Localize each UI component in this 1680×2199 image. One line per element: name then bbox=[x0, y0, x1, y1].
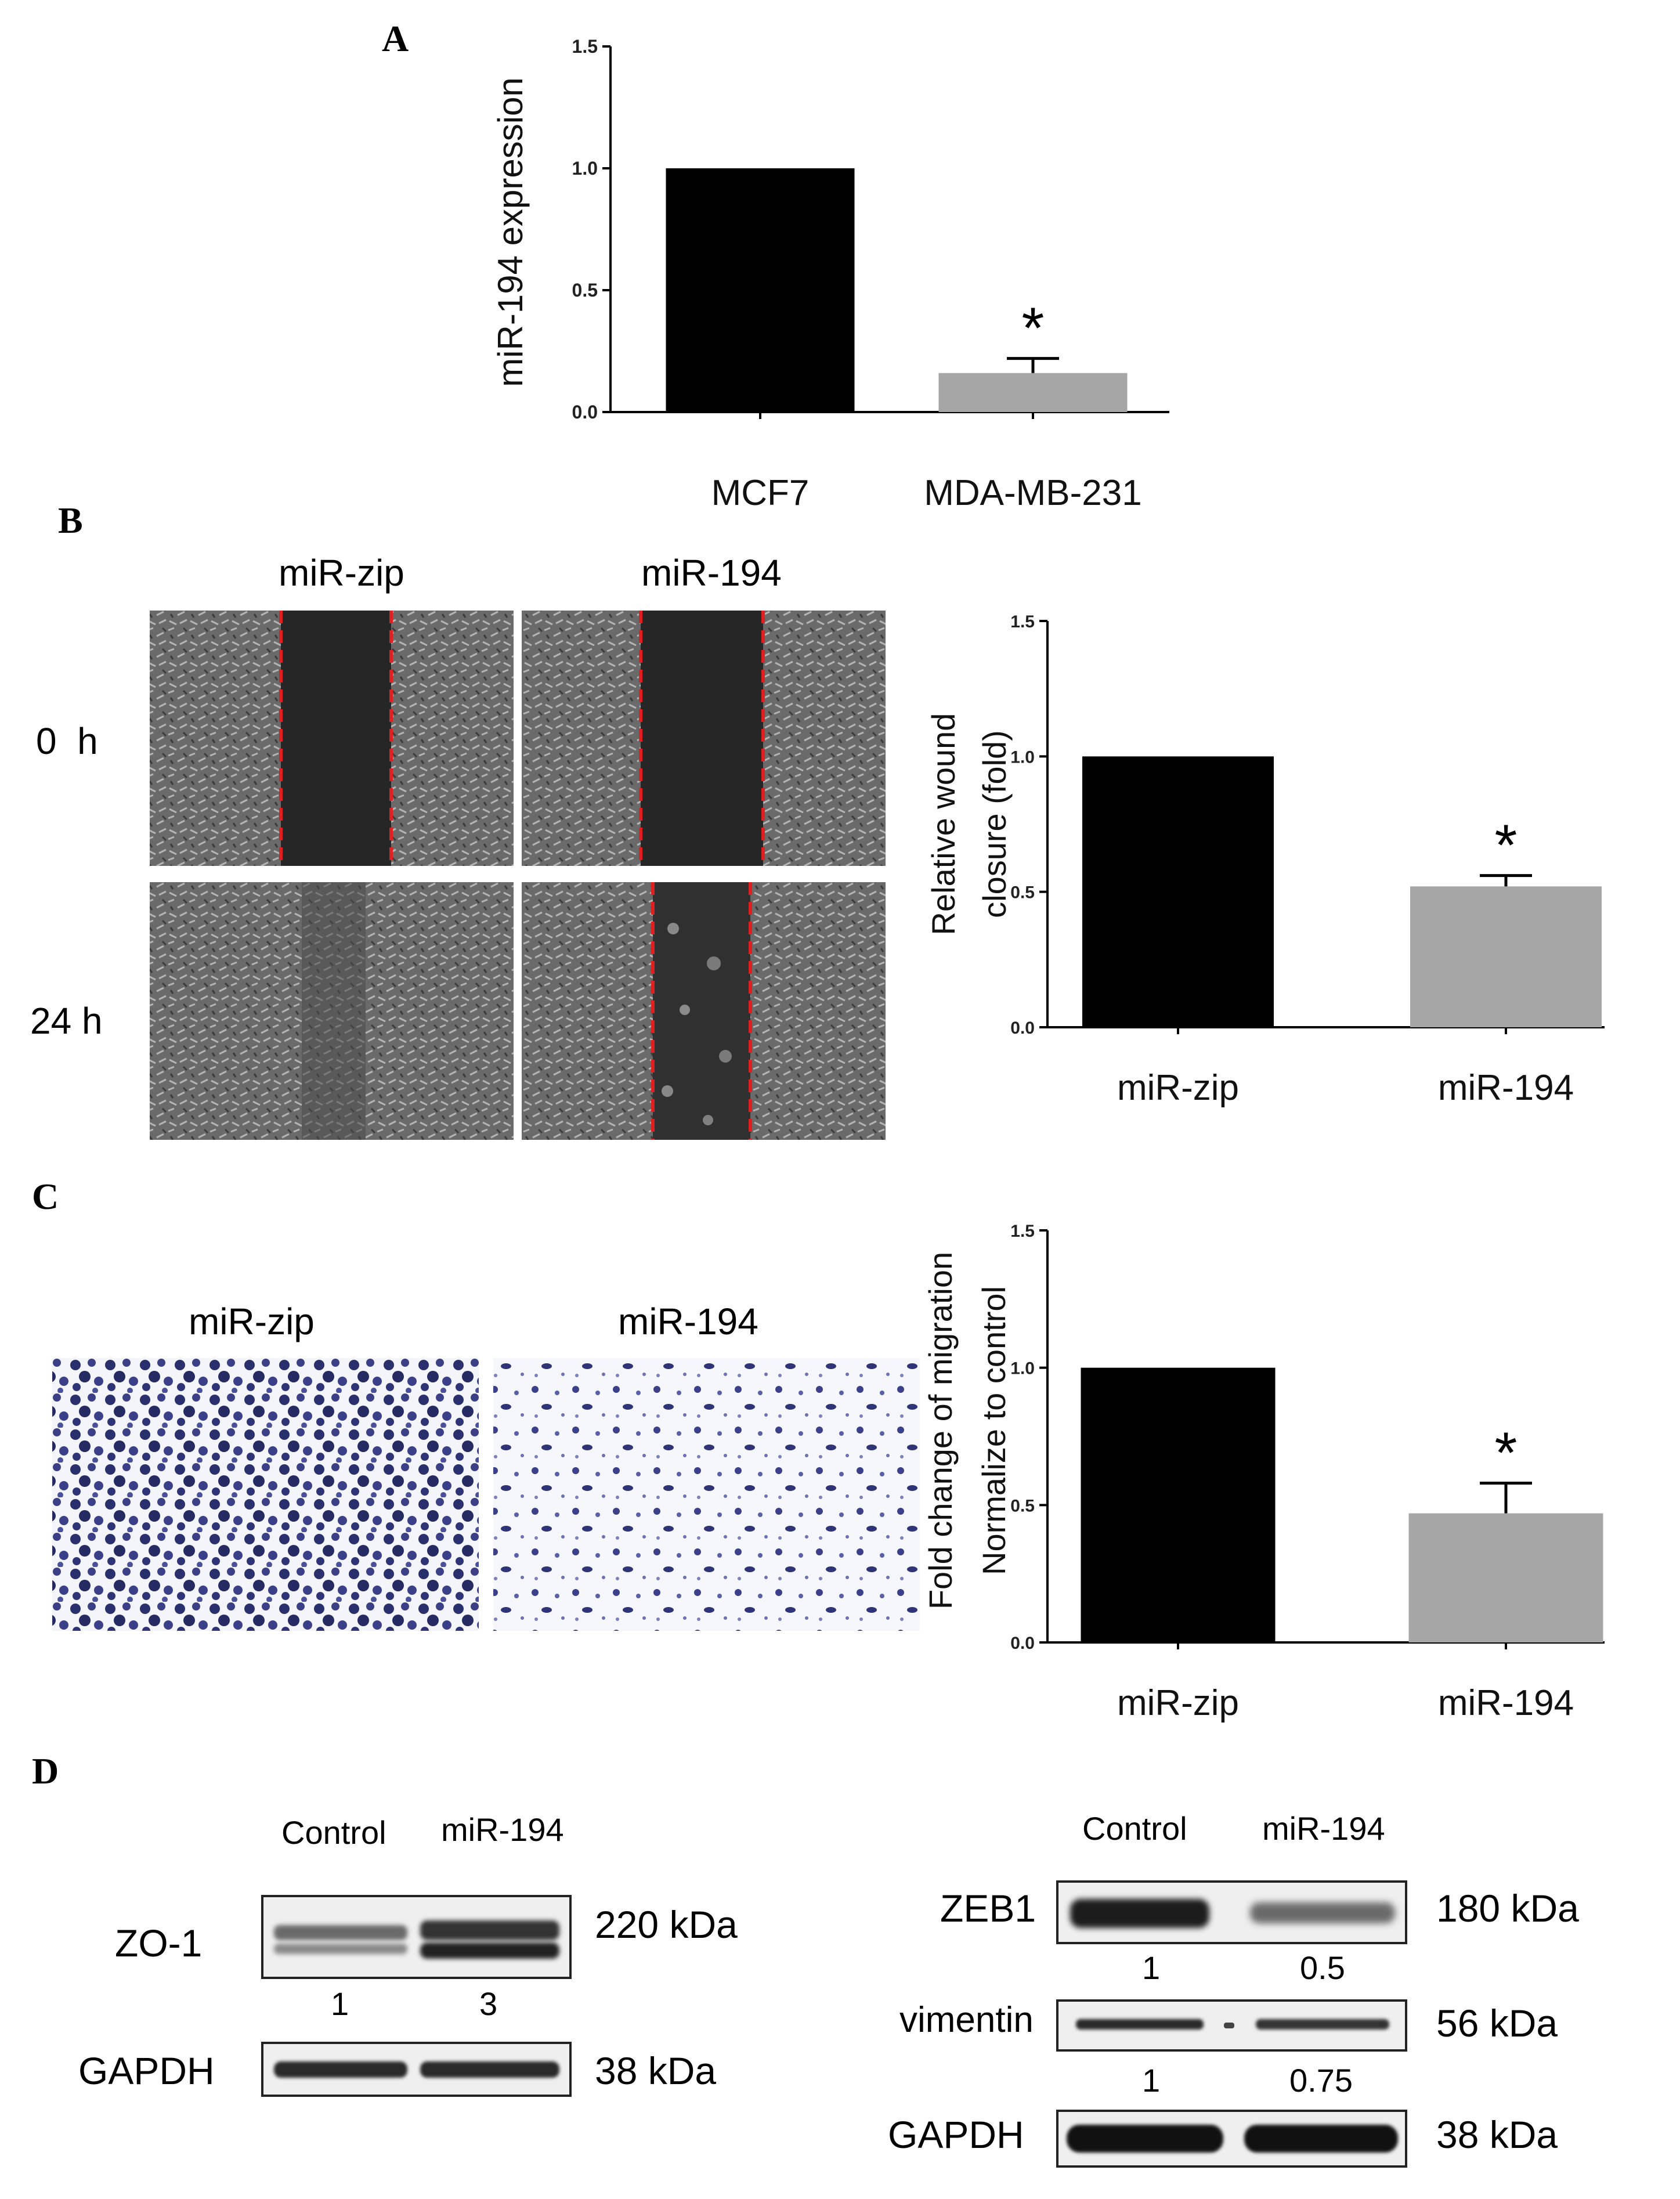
chart-c-category-label-0: miR-zip bbox=[1117, 1683, 1239, 1723]
chart-c-ylabel-1: Normalize to control bbox=[976, 1286, 1012, 1575]
chart-c-ytick-label-3: 1.5 bbox=[1010, 1222, 1035, 1241]
blot-label-gapdh-right: GAPDH bbox=[888, 2113, 1024, 2156]
blot-zeb1 bbox=[1056, 1880, 1407, 1944]
blot-col-label-mir194-right: miR-194 bbox=[1262, 1810, 1385, 1847]
chart-c-ytick-label-2: 1.0 bbox=[1010, 1359, 1035, 1378]
chart-a-ytick-label-2: 1.0 bbox=[572, 158, 598, 179]
chart-a-bar-1 bbox=[938, 373, 1128, 412]
column-label-mir-zip: miR-zip bbox=[279, 552, 404, 594]
blot-vimentin bbox=[1056, 1999, 1407, 2052]
row-label-0h: 0 h bbox=[36, 720, 98, 762]
chart-c-bar-0 bbox=[1081, 1367, 1276, 1642]
column-label-mir-zip-c: miR-zip bbox=[189, 1301, 315, 1342]
chart-b-category-label-0: miR-zip bbox=[1117, 1068, 1239, 1108]
chart-a-category-label-0: MCF7 bbox=[711, 473, 810, 513]
chart-a-ylabel-0: miR-194 expression bbox=[491, 77, 530, 387]
chart-c-ytick-label-0: 0.0 bbox=[1010, 1634, 1035, 1653]
panel-letter-d: D bbox=[32, 1750, 59, 1792]
chart-c-significance-1: * bbox=[1495, 1420, 1518, 1485]
blot-gapdh-left bbox=[261, 2042, 572, 2097]
blot-col-label-control-left: Control bbox=[281, 1814, 386, 1851]
chart-a-ytick-label-1: 0.5 bbox=[572, 280, 598, 301]
wound-image-mir194-24h bbox=[522, 882, 886, 1140]
blot-size-gapdh-right: 38 kDa bbox=[1436, 2113, 1558, 2156]
quant-zo1-mir194: 3 bbox=[479, 1985, 498, 2022]
wound-image-mirzip-24h bbox=[150, 882, 514, 1140]
chart-a-ytick-label-3: 1.5 bbox=[572, 36, 598, 57]
chart-b-ytick-label-1: 0.5 bbox=[1010, 883, 1035, 902]
chart-b-category-label-1: miR-194 bbox=[1438, 1068, 1574, 1108]
chart-c-ytick-label-1: 0.5 bbox=[1010, 1496, 1035, 1515]
wound-image-mir194-0h bbox=[522, 611, 886, 866]
bar-chart-a: 0.0 0.5 1.0 1.5 MCF7 * MDA-MB-231 miR-194 expre… bbox=[491, 36, 1169, 513]
quant-vimentin-mir194: 0.75 bbox=[1289, 2062, 1353, 2099]
row-label-24h: 24 h bbox=[30, 1000, 103, 1042]
chart-c-category-label-1: miR-194 bbox=[1438, 1683, 1574, 1723]
chart-b-ylabel-1: closure (fold) bbox=[976, 730, 1013, 918]
panel-letter-c: C bbox=[32, 1176, 59, 1217]
panel-letter-a: A bbox=[382, 18, 409, 59]
chart-b-ytick-label-2: 1.0 bbox=[1010, 748, 1035, 767]
blot-col-label-mir194-left: miR-194 bbox=[441, 1811, 564, 1848]
chart-c-bar-1 bbox=[1408, 1513, 1603, 1642]
blot-size-gapdh-left: 38 kDa bbox=[595, 2049, 717, 2092]
panel-letter-b: B bbox=[58, 500, 83, 541]
quant-zeb1-control: 1 bbox=[1142, 1949, 1161, 1986]
chart-a-bar-0 bbox=[666, 168, 855, 412]
transwell-image-mirzip bbox=[52, 1358, 479, 1631]
chart-b-bar-1 bbox=[1410, 886, 1602, 1027]
blot-col-label-control-right: Control bbox=[1082, 1810, 1187, 1847]
quant-zeb1-mir194: 0.5 bbox=[1300, 1949, 1345, 1986]
chart-a-ytick-label-0: 0.0 bbox=[572, 402, 598, 423]
blot-label-vimentin: vimentin bbox=[899, 2000, 1034, 2040]
transwell-image-mir194 bbox=[493, 1358, 920, 1631]
column-label-mir-194-c: miR-194 bbox=[618, 1301, 758, 1342]
chart-a-significance-1: * bbox=[1022, 296, 1045, 361]
column-label-mir-194: miR-194 bbox=[641, 552, 782, 594]
chart-a-category-label-1: MDA-MB-231 bbox=[924, 473, 1142, 513]
bar-chart-b: 0.0 0.5 1.0 1.5 miR-zip * miR-194 Relative woun… bbox=[925, 612, 1605, 1108]
quant-vimentin-control: 1 bbox=[1142, 2062, 1161, 2099]
chart-c-ylabel-0: Fold change of migration bbox=[922, 1252, 959, 1609]
chart-b-bar-0 bbox=[1082, 756, 1274, 1027]
chart-b-significance-1: * bbox=[1495, 813, 1518, 878]
blot-label-gapdh-left: GAPDH bbox=[78, 2049, 215, 2092]
blot-size-zo1: 220 kDa bbox=[595, 1903, 738, 1946]
blot-zo1 bbox=[261, 1895, 572, 1979]
blot-size-vimentin: 56 kDa bbox=[1436, 2002, 1558, 2045]
chart-b-ytick-label-0: 0.0 bbox=[1010, 1019, 1035, 1038]
blot-label-zo1: ZO-1 bbox=[115, 1922, 203, 1965]
blot-gapdh-right bbox=[1056, 2110, 1407, 2168]
blot-label-zeb1: ZEB1 bbox=[940, 1887, 1036, 1930]
wound-image-mirzip-0h bbox=[150, 611, 514, 866]
chart-b-ylabel-0: Relative wound bbox=[925, 713, 962, 936]
quant-zo1-control: 1 bbox=[331, 1985, 349, 2022]
chart-b-ytick-label-3: 1.5 bbox=[1010, 612, 1035, 631]
blot-size-zeb1: 180 kDa bbox=[1436, 1887, 1579, 1930]
bar-chart-c: 0.0 0.5 1.0 1.5 miR-zip * miR-194 Fold change o… bbox=[922, 1222, 1605, 1723]
